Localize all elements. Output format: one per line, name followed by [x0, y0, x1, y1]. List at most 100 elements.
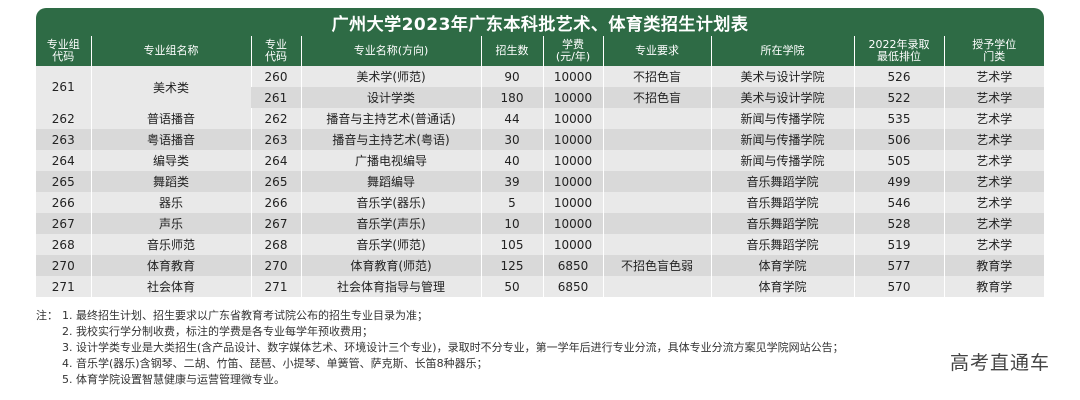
- cell-requirement: [602, 192, 711, 213]
- cell-group-code: 266: [36, 192, 91, 213]
- cell-enrollment: 105: [480, 234, 543, 255]
- note-line: 注： 1. 最终招生计划、招生要求以广东省教育考试院公布的招生专业目录为准；: [36, 308, 936, 324]
- cell-major-code: 262: [250, 108, 301, 129]
- table-title: 广州大学2023年广东本科批艺术、体育类招生计划表: [36, 8, 1044, 36]
- cell-major-name: 体育教育(师范): [300, 255, 481, 276]
- cell-major-code: 268: [250, 234, 301, 255]
- admission-plan-table-container: 广州大学2023年广东本科批艺术、体育类招生计划表 专业组 代码 专业组名称 专…: [36, 8, 1044, 297]
- cell-major-code: 266: [250, 192, 301, 213]
- cell-college: 音乐舞蹈学院: [710, 192, 854, 213]
- header-rank-2022: 2022年录取 最低排位: [853, 36, 944, 66]
- table-row: 263 粤语播音 263 播音与主持艺术(粤语) 30 10000 新闻与传播学院 506 艺术…: [36, 129, 1044, 150]
- cell-tuition: 10000: [542, 108, 603, 129]
- cell-degree: 艺术学: [943, 150, 1044, 171]
- note-item: 3. 设计学类专业是大类招生(含产品设计、数字媒体艺术、环境设计三个专业)，录取…: [62, 341, 844, 354]
- cell-major-code: 264: [250, 150, 301, 171]
- cell-major-code: 271: [250, 276, 301, 297]
- cell-college: 新闻与传播学院: [710, 150, 854, 171]
- cell-tuition: 10000: [542, 87, 603, 108]
- cell-degree: 艺术学: [943, 66, 1044, 87]
- cell-major-code: 263: [250, 129, 301, 150]
- table-row: 264 编导类 264 广播电视编导 40 10000 新闻与传播学院 505 艺术学: [36, 150, 1044, 171]
- note-line: 2. 我校实行学分制收费，标注的学费是各专业每学年预收费用；: [36, 324, 936, 340]
- table-row: 267 声乐 267 音乐学(声乐) 10 10000 音乐舞蹈学院 528 艺术学: [36, 213, 1044, 234]
- cell-major-code: 260: [250, 66, 301, 87]
- cell-major-name: 设计学类: [300, 87, 481, 108]
- header-group-name: 专业组名称: [90, 36, 251, 66]
- cell-requirement: [602, 276, 711, 297]
- note-item: 1. 最终招生计划、招生要求以广东省教育考试院公布的招生专业目录为准；: [62, 309, 428, 322]
- cell-rank-2022: 506: [853, 129, 944, 150]
- cell-tuition: 6850: [542, 276, 603, 297]
- cell-major-name: 音乐学(器乐): [300, 192, 481, 213]
- cell-college: 体育学院: [710, 255, 854, 276]
- cell-enrollment: 180: [480, 87, 543, 108]
- cell-group-code: 268: [36, 234, 91, 255]
- cell-major-name: 广播电视编导: [300, 150, 481, 171]
- cell-group-name: 音乐师范: [90, 234, 251, 255]
- table-row: 270 体育教育 270 体育教育(师范) 125 6850 不招色盲色弱 体育学院 577 教育…: [36, 255, 1044, 276]
- cell-college: 音乐舞蹈学院: [710, 234, 854, 255]
- cell-college: 音乐舞蹈学院: [710, 213, 854, 234]
- cell-rank-2022: 522: [853, 87, 944, 108]
- cell-requirement: [602, 129, 711, 150]
- note-item: 5. 体育学院设置智慧健康与运营管理微专业。: [62, 373, 285, 386]
- table-row: 261 设计学类 180 10000 不招色盲 美术与设计学院 522 艺术学: [36, 87, 1044, 108]
- cell-tuition: 10000: [542, 171, 603, 192]
- cell-college: 美术与设计学院: [710, 66, 854, 87]
- cell-group-name: 体育教育: [90, 255, 251, 276]
- header-tuition: 学费 (元/年): [542, 36, 603, 66]
- cell-group-name: 社会体育: [90, 276, 251, 297]
- header-major-code: 专业 代码: [250, 36, 301, 66]
- cell-rank-2022: 499: [853, 171, 944, 192]
- cell-requirement: 不招色盲色弱: [602, 255, 711, 276]
- table-row: 266 器乐 266 音乐学(器乐) 5 10000 音乐舞蹈学院 546 艺术学: [36, 192, 1044, 213]
- cell-tuition: 10000: [542, 234, 603, 255]
- header-degree: 授予学位 门类: [943, 36, 1044, 66]
- cell-tuition: 10000: [542, 66, 603, 87]
- cell-major-name: 社会体育指导与管理: [300, 276, 481, 297]
- table-header-row: 专业组 代码 专业组名称 专业 代码 专业名称(方向) 招生数 学费 (元/年)…: [36, 36, 1044, 66]
- note-line: 4. 音乐学(器乐)含钢琴、二胡、竹笛、琵琶、小提琴、单簧管、萨克斯、长笛8种器…: [36, 356, 936, 372]
- header-enrollment: 招生数: [480, 36, 543, 66]
- cell-degree: 艺术学: [943, 129, 1044, 150]
- cell-major-code: 261: [251, 87, 301, 108]
- cell-group-name: 声乐: [90, 213, 251, 234]
- cell-rank-2022: 577: [853, 255, 944, 276]
- cell-group-code: 270: [36, 255, 91, 276]
- cell-enrollment: 50: [480, 276, 543, 297]
- cell-group-code: 265: [36, 171, 91, 192]
- cell-enrollment: 39: [480, 171, 543, 192]
- cell-major-name: 播音与主持艺术(粤语): [300, 129, 481, 150]
- cell-group-code: 262: [36, 108, 91, 129]
- header-requirement: 专业要求: [602, 36, 711, 66]
- cell-requirement: 不招色盲: [602, 66, 711, 87]
- cell-major-name: 美术学(师范): [300, 66, 481, 87]
- note-line: 3. 设计学类专业是大类招生(含产品设计、数字媒体艺术、环境设计三个专业)，录取…: [36, 340, 936, 356]
- cell-major-code: 265: [250, 171, 301, 192]
- header-major-name: 专业名称(方向): [300, 36, 481, 66]
- cell-requirement: [602, 108, 711, 129]
- cell-group-code: 261: [36, 66, 91, 108]
- notes-prefix: 注：: [36, 309, 58, 322]
- admission-plan-table: 专业组 代码 专业组名称 专业 代码 专业名称(方向) 招生数 学费 (元/年)…: [36, 36, 1044, 297]
- cell-enrollment: 10: [480, 213, 543, 234]
- cell-college: 美术与设计学院: [710, 87, 854, 108]
- cell-degree: 教育学: [943, 276, 1044, 297]
- table-row: 268 音乐师范 268 音乐学(师范) 105 10000 音乐舞蹈学院 519 艺术学: [36, 234, 1044, 255]
- cell-rank-2022: 528: [853, 213, 944, 234]
- cell-enrollment: 125: [480, 255, 543, 276]
- cell-enrollment: 30: [480, 129, 543, 150]
- table-body: 261 美术类 260 美术学(师范) 90 10000 不招色盲 美术与设计学院 526 艺术学…: [36, 66, 1044, 297]
- note-item: 2. 我校实行学分制收费，标注的学费是各专业每学年预收费用；: [62, 325, 373, 338]
- cell-group-code: 267: [36, 213, 91, 234]
- cell-degree: 艺术学: [943, 171, 1044, 192]
- cell-college: 新闻与传播学院: [710, 108, 854, 129]
- note-line: 5. 体育学院设置智慧健康与运营管理微专业。: [36, 372, 936, 388]
- cell-rank-2022: 535: [853, 108, 944, 129]
- cell-degree: 艺术学: [943, 108, 1044, 129]
- header-group-code: 专业组 代码: [36, 36, 91, 66]
- cell-group-name: 普语播音: [90, 108, 251, 129]
- cell-degree: 教育学: [943, 255, 1044, 276]
- cell-major-name: 音乐学(师范): [300, 234, 481, 255]
